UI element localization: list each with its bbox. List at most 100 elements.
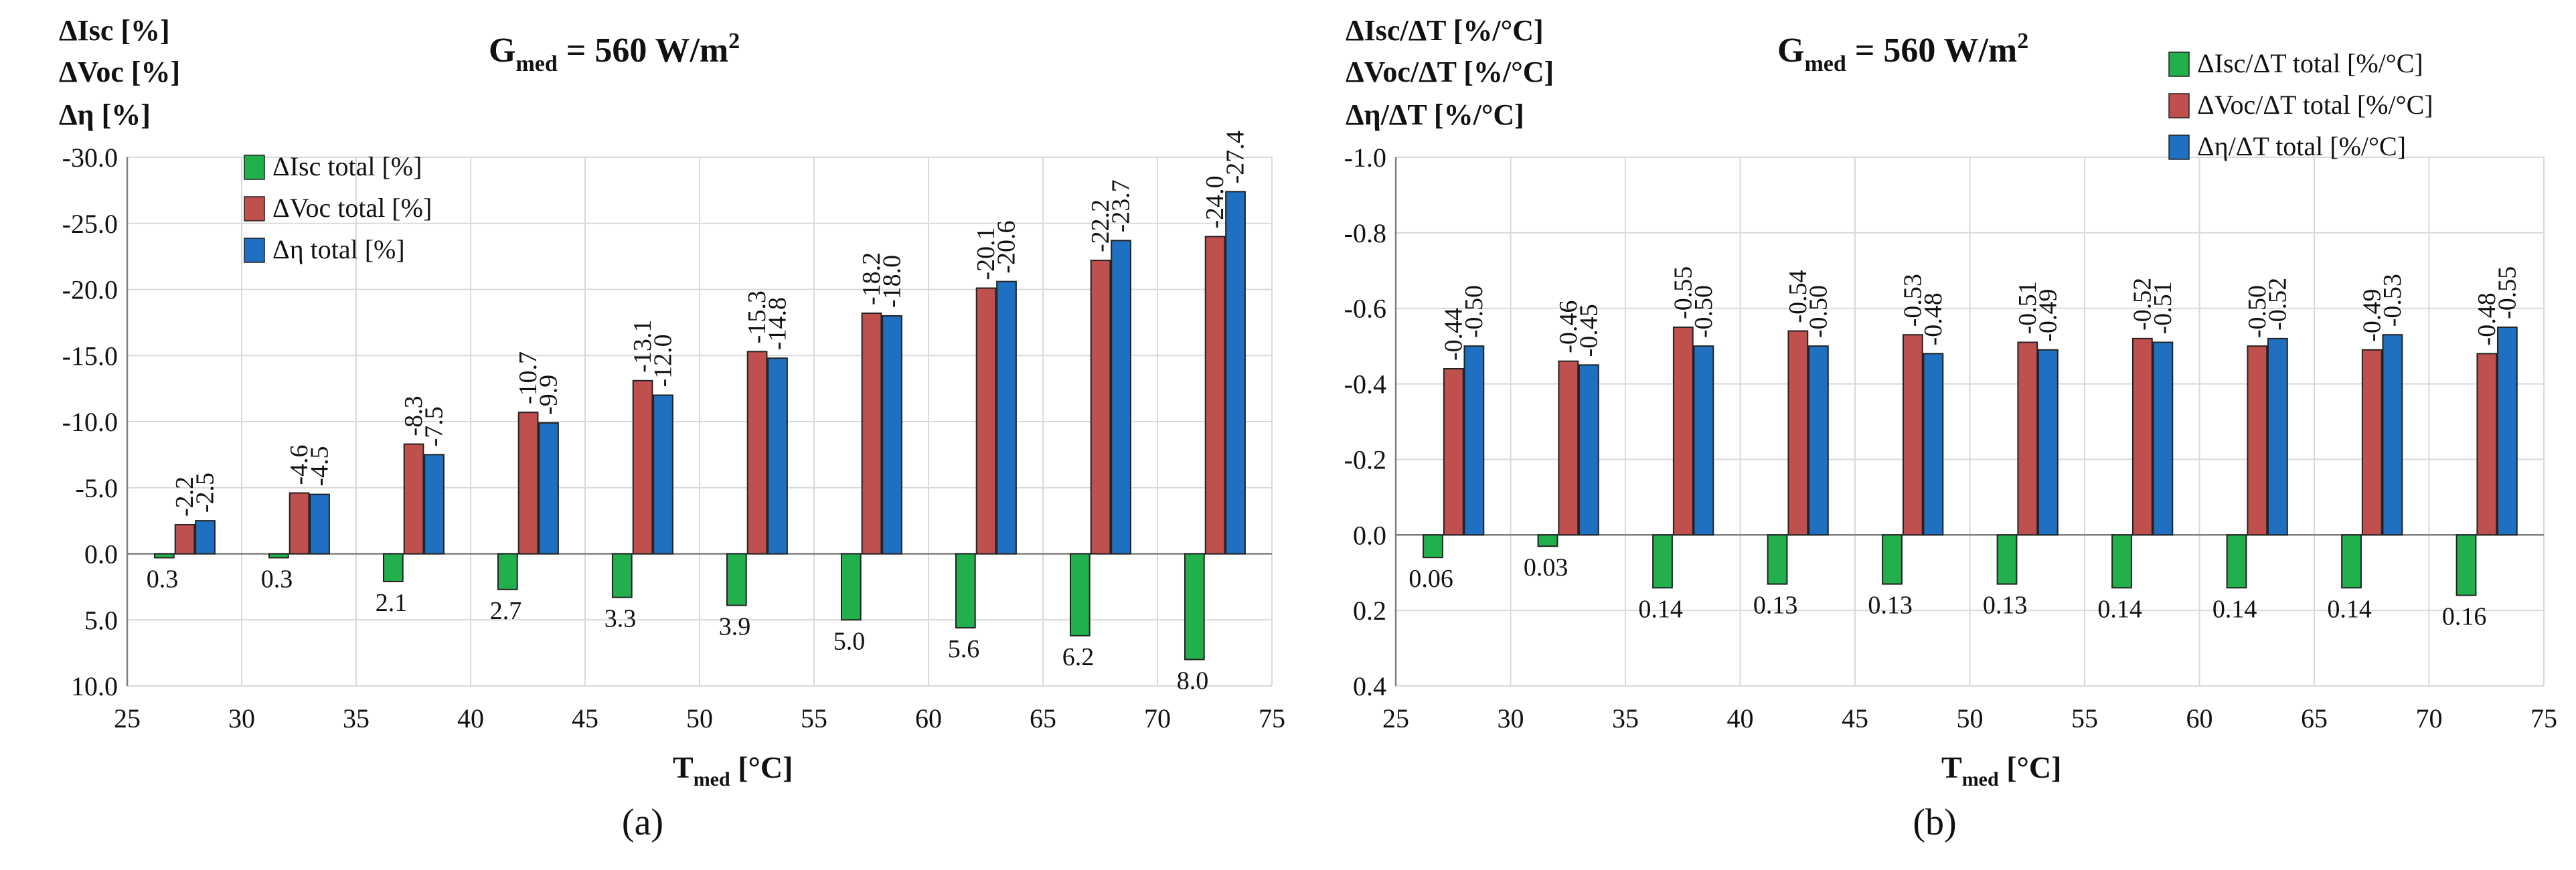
eta-bar xyxy=(424,454,445,555)
isc-data-label: 0.14 xyxy=(2327,595,2372,623)
isc-bar xyxy=(726,553,747,606)
eta-data-label: -0.48 xyxy=(1919,292,1947,345)
eta-bar xyxy=(1578,364,1599,536)
x-tick-label: 60 xyxy=(2186,703,2213,733)
voc-bar xyxy=(632,379,653,555)
isc-data-label: 5.6 xyxy=(948,635,980,663)
legend-label-isc: ΔIsc total [%] xyxy=(272,151,422,181)
eta-bar xyxy=(2037,349,2059,536)
isc-data-label: 0.14 xyxy=(1638,595,1683,623)
eta-data-label: -0.50 xyxy=(1460,285,1488,338)
eta-bar xyxy=(653,394,673,555)
y-tick-label: -0.6 xyxy=(1344,294,1386,324)
x-tick-label: 70 xyxy=(1144,703,1171,733)
eta-bar xyxy=(2267,337,2288,536)
voc-bar xyxy=(1672,326,1694,536)
y-tick-label: 0.2 xyxy=(1353,596,1386,626)
voc-data-label: -0.52 xyxy=(2128,278,2156,331)
eta-data-label: -0.50 xyxy=(1690,285,1718,338)
voc-bar xyxy=(403,443,424,555)
y-tick-label: -0.4 xyxy=(1344,369,1386,400)
y-tick-label: -5.0 xyxy=(76,473,118,503)
eta-bar xyxy=(309,493,330,555)
eta-data-label: -0.49 xyxy=(2034,289,2062,342)
voc-data-label: -8.3 xyxy=(400,396,428,436)
voc-bar xyxy=(2476,353,2498,536)
voc-bar xyxy=(517,412,539,555)
legend-swatch-voc xyxy=(2168,93,2190,118)
eta-data-label: -4.5 xyxy=(306,446,334,486)
isc-bar xyxy=(497,553,518,590)
eta-data-label: -12.0 xyxy=(649,334,677,387)
eta-data-label: -0.53 xyxy=(2379,274,2407,327)
legend-label-eta: Δη/ΔT total [%/°C] xyxy=(2197,131,2406,161)
x-axis-label: Tmed [°C] xyxy=(673,750,793,790)
eta-data-label: -18.0 xyxy=(878,255,906,308)
voc-data-label: -0.51 xyxy=(2014,281,2042,334)
legend-label-isc: ΔIsc/ΔT total [%/°C] xyxy=(2197,48,2423,78)
eta-bar xyxy=(1111,240,1131,555)
eta-data-label: -23.7 xyxy=(1107,179,1135,232)
voc-data-label: -13.1 xyxy=(629,320,657,373)
isc-bar xyxy=(153,553,175,559)
x-tick-label: 50 xyxy=(686,703,713,733)
isc-bar xyxy=(1537,534,1558,547)
isc-bar xyxy=(2341,534,2362,589)
isc-bar xyxy=(955,553,976,629)
eta-data-label: -2.5 xyxy=(191,472,220,513)
isc-bar xyxy=(840,553,862,621)
voc-bar xyxy=(2247,345,2268,536)
y-tick-label: -1.0 xyxy=(1344,143,1386,173)
voc-data-label: -0.53 xyxy=(1899,274,1927,327)
isc-bar xyxy=(1184,553,1205,661)
isc-data-label: 0.3 xyxy=(261,565,293,593)
eta-bar xyxy=(1923,353,1944,536)
legend-swatch-eta xyxy=(2168,135,2190,160)
y-axis-label: ΔIsc [%] xyxy=(59,14,170,47)
x-tick-label: 55 xyxy=(801,703,827,733)
voc-data-label: -0.54 xyxy=(1784,270,1812,323)
y-tick-label: 5.0 xyxy=(84,605,118,635)
legend-swatch-isc xyxy=(2168,52,2190,77)
isc-data-label: 2.1 xyxy=(376,589,408,617)
x-tick-label: 30 xyxy=(228,703,255,733)
voc-data-label: -2.2 xyxy=(171,476,199,517)
panel-label: (b) xyxy=(1913,802,1956,843)
voc-data-label: -0.50 xyxy=(2243,285,2271,338)
voc-data-label: -0.48 xyxy=(2473,292,2501,345)
isc-bar xyxy=(1069,553,1091,636)
voc-data-label: -0.44 xyxy=(1439,308,1467,361)
isc-bar xyxy=(2456,534,2477,596)
x-tick-label: 60 xyxy=(915,703,942,733)
voc-bar xyxy=(2131,337,2153,536)
eta-bar xyxy=(1463,345,1485,536)
x-axis-label: Tmed [°C] xyxy=(1941,750,2061,790)
isc-data-label: 5.0 xyxy=(833,627,866,655)
chart-title: Gmed = 560 W/m2 xyxy=(1777,29,2028,76)
y-axis-label: ΔVoc [%] xyxy=(59,56,180,88)
y-axis-label: Δη/ΔT [%/°C] xyxy=(1346,98,1524,131)
x-tick-label: 65 xyxy=(2301,703,2328,733)
eta-data-label: -0.51 xyxy=(2149,281,2177,334)
isc-bar xyxy=(1423,534,1443,559)
x-tick-label: 30 xyxy=(1498,703,1524,733)
legend-label-eta: Δη total [%] xyxy=(272,234,405,264)
voc-bar xyxy=(2017,341,2038,536)
voc-bar xyxy=(1787,330,1809,536)
y-tick-label: 0.0 xyxy=(84,539,118,570)
eta-bar xyxy=(996,280,1017,555)
eta-data-label: -9.9 xyxy=(535,375,563,415)
x-tick-label: 40 xyxy=(457,703,484,733)
panel-label: (a) xyxy=(622,802,663,843)
y-axis-label: ΔVoc/ΔT [%/°C] xyxy=(1346,56,1554,88)
isc-bar xyxy=(611,553,633,598)
x-tick-label: 25 xyxy=(1382,703,1409,733)
legend-label-voc: ΔVoc/ΔT total [%/°C] xyxy=(2197,90,2433,120)
eta-bar xyxy=(1225,191,1246,555)
isc-data-label: 0.06 xyxy=(1408,565,1453,593)
eta-bar xyxy=(1807,345,1829,536)
isc-data-label: 0.14 xyxy=(2097,595,2142,623)
legend-swatch-voc xyxy=(244,196,265,222)
eta-data-label: -0.52 xyxy=(2263,278,2291,331)
